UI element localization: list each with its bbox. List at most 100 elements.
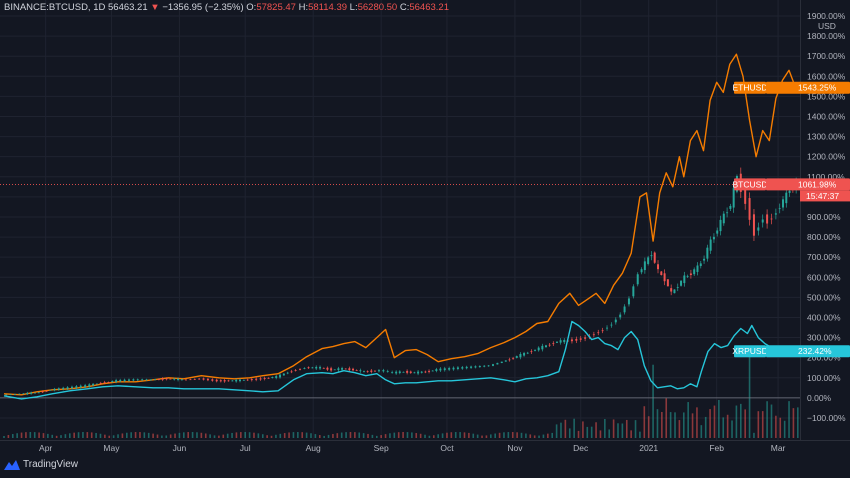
- volume-bar: [147, 432, 150, 438]
- btc-candle-body: [610, 324, 613, 326]
- volume-bar: [700, 425, 703, 438]
- volume-bar: [696, 407, 698, 438]
- btc-candle-body: [722, 213, 725, 224]
- btc-candle-body: [70, 386, 73, 389]
- volume-bar: [599, 430, 602, 438]
- symbol-label[interactable]: BINANCE:BTCUSD, 1D: [4, 2, 106, 13]
- btc-candle-body: [657, 264, 660, 270]
- y-tick-label: 1700.00%: [807, 51, 846, 61]
- volume-bar: [406, 432, 409, 438]
- btc-candle-body: [22, 393, 25, 395]
- open-label: O:: [246, 2, 257, 13]
- volume-bar: [476, 434, 479, 438]
- x-tick-label: Nov: [507, 443, 523, 453]
- btc-candle-body: [601, 330, 604, 332]
- tradingview-brand[interactable]: TradingView: [4, 459, 78, 470]
- btc-candle-body: [359, 370, 362, 372]
- btc-candle-body: [508, 359, 511, 361]
- volume-bar: [713, 405, 716, 438]
- volume-bar: [349, 432, 352, 438]
- volume-bar: [257, 433, 260, 438]
- volume-bar: [125, 432, 128, 438]
- volume-bar: [292, 432, 295, 438]
- volume-bar: [761, 411, 764, 438]
- volume-bar: [463, 432, 466, 438]
- btc-candle-body: [149, 379, 152, 381]
- volume-bar: [104, 434, 106, 438]
- volume-bar: [656, 409, 659, 438]
- volume-bar: [669, 412, 672, 438]
- btc-candle-body: [123, 379, 126, 382]
- btc-candle-body: [132, 379, 135, 381]
- volume-bar: [235, 432, 238, 438]
- volume-bar: [779, 417, 782, 438]
- btc-candle-body: [748, 198, 751, 220]
- btc-candle-body: [706, 247, 709, 259]
- btc-candle-body: [496, 362, 499, 365]
- volume-bar: [450, 432, 453, 438]
- volume-bar: [573, 418, 575, 438]
- volume-bar: [564, 419, 567, 438]
- y-tick-label: 1800.00%: [807, 31, 846, 41]
- volume-bar: [625, 419, 628, 438]
- y-tick-label: 800.00%: [807, 232, 841, 242]
- x-axis[interactable]: Apr May Jun Jul Aug Sep Oct Nov Dec 2021 Feb Mar: [0, 440, 850, 454]
- btc-candle-body: [406, 370, 409, 373]
- volume-bar: [327, 434, 330, 438]
- y-tick-label: 1100.00%: [807, 172, 845, 182]
- volume-bar: [520, 432, 523, 438]
- btc-candle-body: [696, 265, 699, 272]
- volume-bar: [371, 434, 374, 438]
- btc-candle-body: [732, 188, 735, 208]
- volume-bar: [568, 428, 571, 438]
- btc-candle-body: [552, 343, 555, 345]
- btc-candle-body: [18, 393, 21, 395]
- volume-bar: [744, 409, 746, 438]
- volume-bar: [332, 433, 334, 438]
- low-value: 56280.50: [357, 2, 398, 13]
- btc-candle-body: [579, 338, 582, 340]
- btc-candle-body: [541, 345, 544, 350]
- volume-bar: [547, 433, 549, 438]
- y-tick-label: 1500.00%: [807, 91, 846, 101]
- btc-candle-body: [115, 380, 118, 382]
- btc-candle-body: [752, 214, 755, 236]
- volume-bar: [446, 432, 448, 438]
- btc-candle-body: [348, 368, 351, 371]
- btc-candle-body: [627, 298, 630, 305]
- volume-bar: [240, 432, 242, 438]
- tag-series-name: BTCUSD: [733, 179, 768, 189]
- tag-btcusd: BTCUSD 1061.98% 15:47:37: [733, 178, 850, 202]
- btc-candle-body: [643, 261, 646, 271]
- volume-bar: [275, 434, 277, 438]
- volume-bar: [16, 433, 18, 438]
- btc-candle-body: [57, 388, 60, 390]
- btc-candle-body: [303, 368, 306, 369]
- brand-name: TradingView: [23, 459, 79, 470]
- y-tick-label: 400.00%: [807, 312, 841, 322]
- btc-candle-body: [352, 368, 355, 371]
- y-axis[interactable]: 1900.00% 1800.00% 1700.00% 1600.00% 1500.00%…: [800, 0, 846, 440]
- volume-bar: [152, 433, 154, 438]
- volume-bar: [753, 432, 755, 438]
- btc-candle-body: [666, 279, 669, 287]
- volume-bar: [704, 416, 707, 438]
- btc-candle-body: [111, 380, 114, 383]
- btc-candle-body: [575, 338, 578, 341]
- btc-candle-body: [62, 387, 65, 390]
- volume-bar: [652, 364, 654, 438]
- volume-bar: [218, 435, 220, 438]
- btc-candle-body: [431, 370, 434, 372]
- volume-bar: [757, 411, 760, 438]
- volume-bar: [222, 434, 225, 438]
- tag-value: 232.42%: [798, 346, 832, 356]
- volume-bar: [130, 432, 132, 438]
- btc-candle-body: [286, 372, 289, 374]
- btc-candle-body: [242, 379, 245, 381]
- volume-histogram: [3, 351, 799, 438]
- btc-candle-body: [275, 376, 278, 378]
- volume-bar: [204, 433, 207, 438]
- btc-candle-body: [474, 366, 477, 368]
- btc-candle-body: [504, 360, 507, 362]
